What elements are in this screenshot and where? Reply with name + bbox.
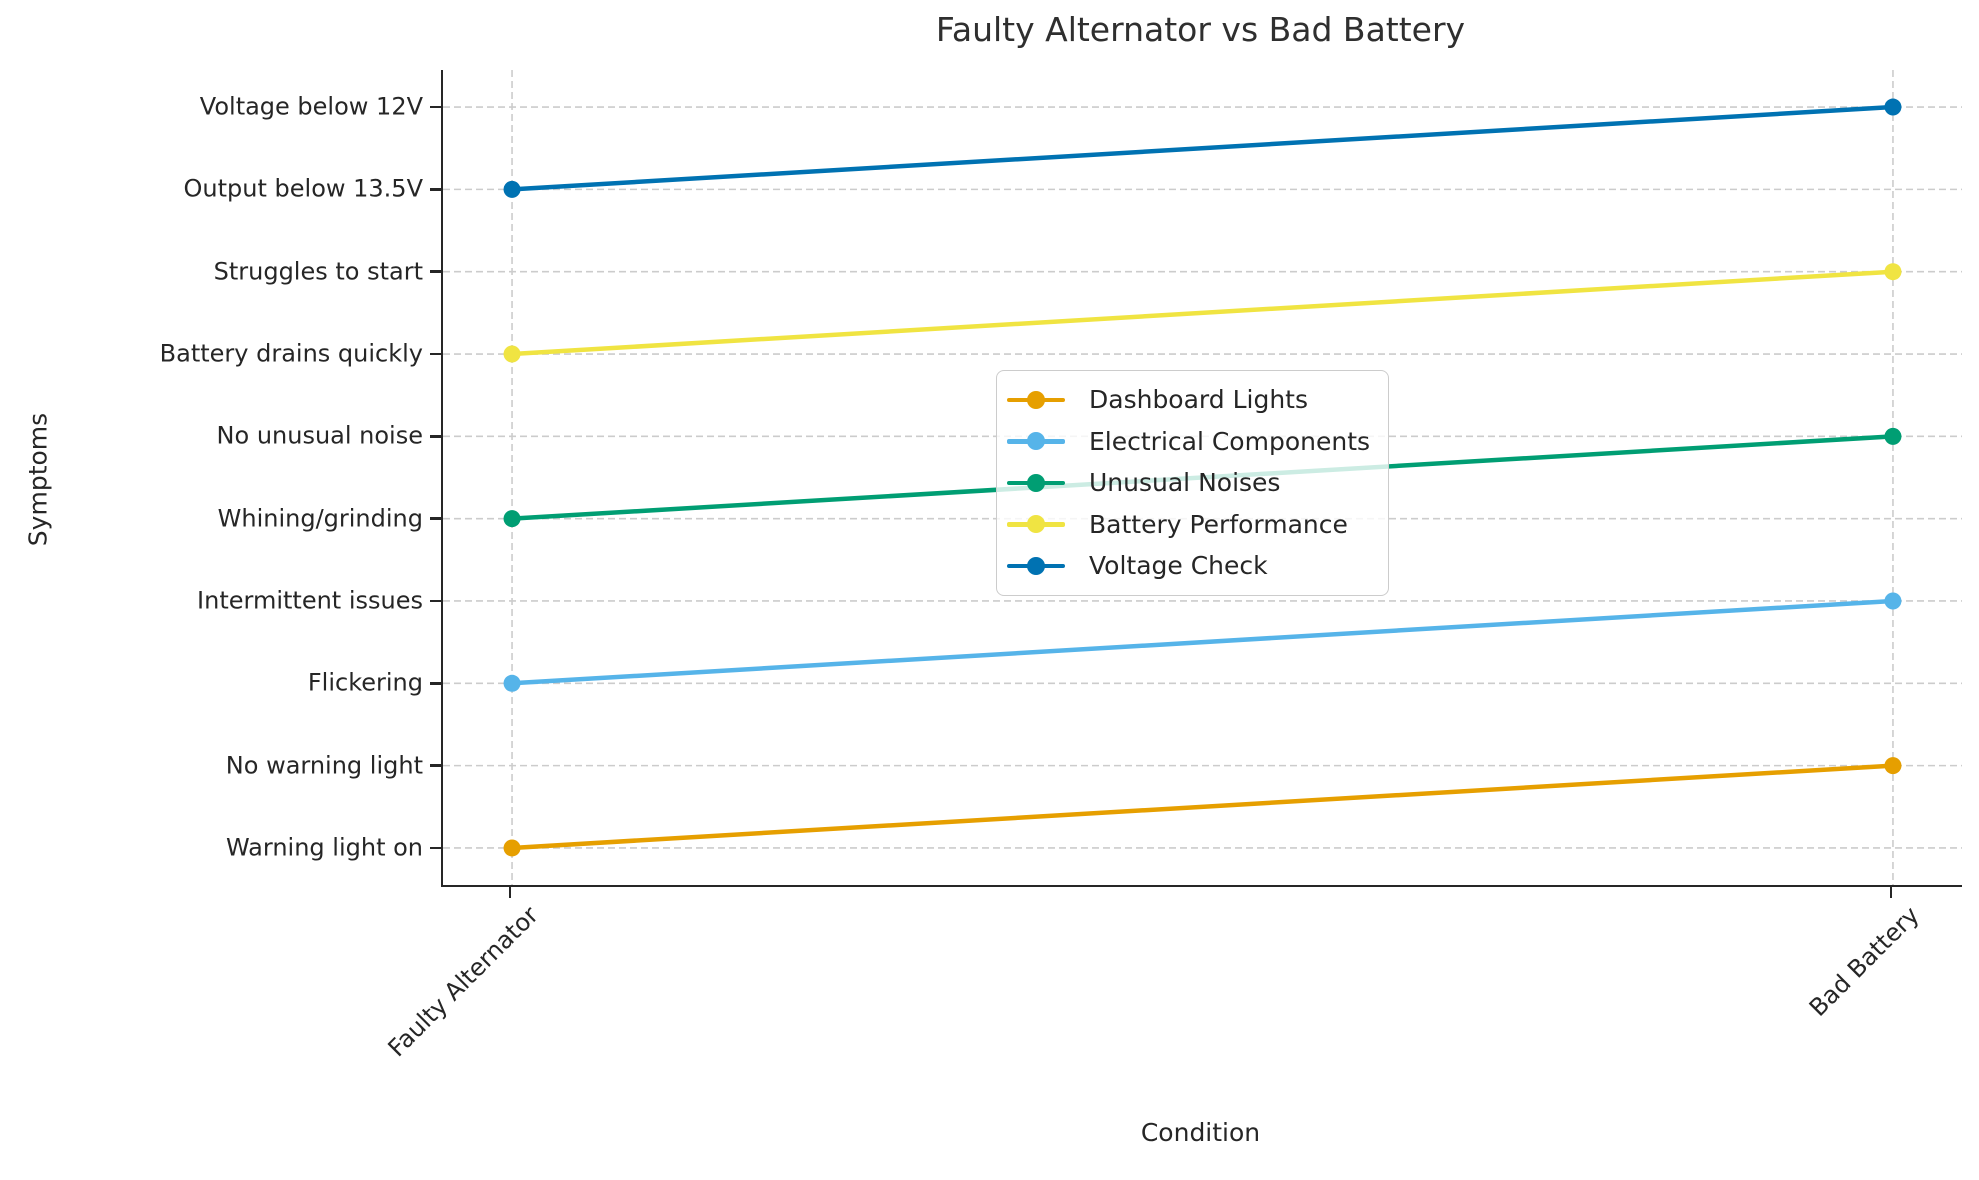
- y-tick-mark-struggles-to-start: [430, 270, 441, 273]
- y-tick-label-no-warning-light: No warning light: [225, 751, 423, 780]
- legend-label-voltage-check: Voltage Check: [1089, 551, 1268, 581]
- x-tick-label-bad-battery: Bad Battery: [1803, 901, 1925, 1022]
- data-point-unusual-noises-faulty-alternator: [503, 510, 521, 528]
- y-tick-label-whining-grinding: Whining/grinding: [217, 504, 423, 533]
- y-tick-mark-voltage-below-12v: [430, 105, 441, 109]
- series-line-battery-performance: [511, 269, 1894, 357]
- legend-line-swatch-voltage-check: [1007, 556, 1065, 575]
- legend-label-electrical-components: Electrical Components: [1089, 426, 1371, 456]
- legend-line-swatch-unusual-noises: [1007, 473, 1065, 492]
- data-point-unusual-noises-bad-battery: [1884, 427, 1902, 445]
- series-line-voltage-check: [511, 104, 1894, 192]
- y-tick-mark-output-below-13-5v: [430, 188, 441, 191]
- legend-line-swatch-battery-performance: [1007, 515, 1065, 534]
- y-tick-mark-no-warning-light: [430, 764, 441, 767]
- data-point-dashboard-lights-bad-battery: [1884, 757, 1902, 775]
- y-tick-mark-flickering: [430, 682, 441, 685]
- data-point-electrical-components-bad-battery: [1884, 592, 1902, 610]
- legend-item-unusual-noises: Unusual Noises: [1007, 462, 1370, 504]
- chart-title: Faulty Alternator vs Bad Battery: [935, 10, 1466, 49]
- legend-line-swatch-dashboard-lights: [1007, 390, 1065, 409]
- legend-marker-icon: [1027, 515, 1045, 534]
- legend-line-swatch-electrical-components: [1007, 432, 1065, 451]
- y-tick-label-battery-drains-quickly: Battery drains quickly: [159, 339, 423, 368]
- y-tick-mark-whining-grinding: [430, 517, 441, 520]
- data-point-battery-performance-faulty-alternator: [503, 345, 521, 363]
- y-tick-mark-intermittent-issues: [430, 599, 441, 603]
- y-tick-label-flickering: Flickering: [307, 668, 423, 697]
- y-tick-mark-warning-light-on: [430, 846, 441, 850]
- data-point-electrical-components-faulty-alternator: [503, 674, 521, 692]
- data-point-voltage-check-bad-battery: [1884, 98, 1902, 116]
- legend: Dashboard Lights Electrical Components Unu…: [996, 370, 1390, 596]
- legend-item-dashboard-lights: Dashboard Lights: [1007, 379, 1370, 421]
- series-line-dashboard-lights: [511, 763, 1894, 851]
- data-point-dashboard-lights-faulty-alternator: [503, 839, 521, 857]
- x-tick-mark-bad-battery: [1889, 887, 1893, 898]
- y-tick-label-intermittent-issues: Intermittent issues: [197, 586, 423, 615]
- legend-label-dashboard-lights: Dashboard Lights: [1089, 385, 1308, 415]
- legend-item-battery-performance: Battery Performance: [1007, 504, 1370, 546]
- x-tick-label-faulty-alternator: Faulty Alternator: [382, 901, 544, 1063]
- legend-item-electrical-components: Electrical Components: [1007, 421, 1370, 463]
- y-tick-mark-no-unusual-noise: [430, 435, 441, 438]
- legend-marker-icon: [1027, 390, 1045, 409]
- data-point-voltage-check-faulty-alternator: [503, 180, 521, 198]
- y-tick-label-warning-light-on: Warning light on: [225, 833, 423, 862]
- legend-marker-icon: [1027, 432, 1045, 451]
- series-line-electrical-components: [511, 598, 1894, 686]
- y-tick-mark-battery-drains-quickly: [430, 352, 441, 356]
- data-point-battery-performance-bad-battery: [1884, 263, 1902, 281]
- x-tick-mark-faulty-alternator: [508, 887, 512, 898]
- y-tick-label-voltage-below-12v: Voltage below 12V: [199, 92, 423, 121]
- y-axis-title: Symptoms: [23, 412, 53, 547]
- y-tick-label-no-unusual-noise: No unusual noise: [216, 421, 423, 450]
- legend-label-battery-performance: Battery Performance: [1089, 509, 1348, 539]
- legend-label-unusual-noises: Unusual Noises: [1089, 468, 1281, 498]
- legend-marker-icon: [1027, 473, 1045, 492]
- legend-item-voltage-check: Voltage Check: [1007, 545, 1370, 587]
- x-axis-title: Condition: [1140, 1118, 1261, 1147]
- y-tick-label-struggles-to-start: Struggles to start: [213, 257, 423, 286]
- y-tick-label-output-below-13-5v: Output below 13.5V: [183, 174, 423, 203]
- legend-marker-icon: [1027, 556, 1045, 575]
